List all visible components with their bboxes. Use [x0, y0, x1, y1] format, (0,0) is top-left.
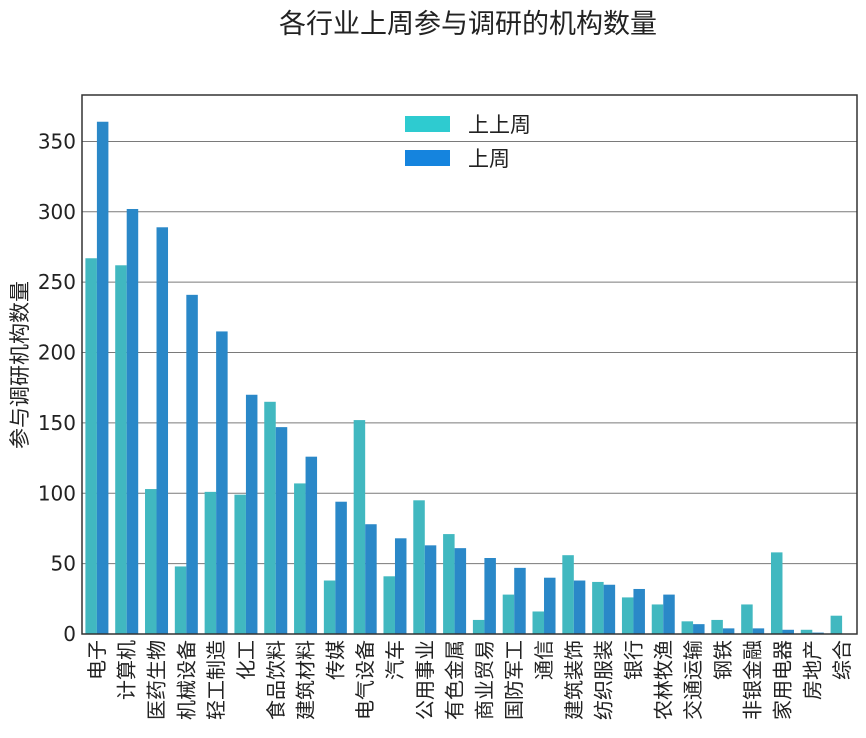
bar-prev-week: [592, 581, 604, 634]
bar-prev-week: [770, 552, 783, 634]
y-tick-label: 0: [63, 622, 76, 646]
y-tick-label: 50: [51, 552, 76, 576]
bar-prev-week: [651, 604, 664, 634]
x-tick-label: 食品饮料: [264, 640, 288, 720]
y-tick-label: 100: [38, 481, 76, 505]
bar-prev-week: [264, 401, 276, 634]
x-tick-label: 电子: [85, 640, 109, 680]
bar-last-week: [186, 294, 198, 634]
x-tick-label: 交通运输: [681, 640, 705, 720]
y-tick-label: 250: [38, 270, 76, 294]
bar-last-week: [216, 331, 228, 634]
x-tick-label: 综合: [830, 640, 854, 680]
x-tick-label: 建筑材料: [294, 640, 318, 720]
legend-label: 上周: [468, 147, 510, 171]
bar-last-week: [782, 629, 794, 634]
x-tick-label: 化工: [234, 640, 258, 680]
bar-last-week: [752, 628, 765, 634]
bar-prev-week: [830, 615, 843, 634]
x-tick-label: 机械设备: [174, 640, 198, 720]
bar-last-week: [245, 394, 258, 634]
bars: [85, 121, 843, 635]
bar-last-week: [394, 538, 407, 634]
bar-prev-week: [413, 500, 425, 634]
x-tick-label: 国防军工: [502, 640, 526, 720]
bar-prev-week: [562, 555, 574, 634]
bar-last-week: [424, 545, 437, 634]
bar-prev-week: [800, 629, 813, 634]
x-tick-label: 汽车: [383, 640, 407, 680]
y-tick-label: 350: [38, 129, 76, 153]
bar-last-week: [96, 121, 109, 635]
bar-prev-week: [234, 494, 246, 634]
bar-prev-week: [741, 604, 753, 634]
x-tick-label: 有色金属: [443, 640, 467, 720]
legend-swatch: [405, 150, 450, 166]
bar-prev-week: [532, 611, 545, 634]
bar-last-week: [305, 456, 318, 634]
plot-frame: [81, 94, 858, 635]
x-tick-label: 钢铁: [711, 640, 735, 680]
bar-prev-week: [711, 619, 723, 634]
bar-prev-week: [443, 534, 455, 634]
bar-prev-week: [383, 576, 395, 634]
bar-last-week: [693, 624, 705, 634]
x-tick-label: 房地产: [800, 640, 824, 700]
bar-prev-week: [294, 483, 306, 634]
x-tick-label: 银行: [621, 640, 645, 680]
chart-title: 各行业上周参与调研的机构数量: [279, 9, 657, 40]
y-axis: 0 50 100 150 200 250 300 350: [38, 129, 76, 646]
bar-last-week: [722, 628, 735, 634]
x-tick-label: 轻工制造: [204, 640, 228, 720]
bar-prev-week: [681, 621, 694, 634]
bar-prev-week: [115, 265, 127, 634]
x-tick-label: 非银金融: [741, 640, 765, 720]
x-tick-label: 纺织服装: [592, 640, 616, 720]
bar-prev-week: [353, 420, 366, 634]
bar-last-week: [663, 594, 675, 634]
bar-last-week: [365, 524, 377, 634]
legend-label: 上上周: [468, 113, 531, 137]
x-tick-label: 商业贸易: [472, 640, 496, 720]
bar-last-week: [573, 580, 586, 634]
bar-last-week: [484, 558, 496, 634]
bar-last-week: [156, 227, 169, 634]
bar-prev-week: [323, 580, 336, 634]
x-tick-label: 医药生物: [145, 640, 169, 720]
bar-last-week: [335, 501, 347, 634]
bar-last-week: [275, 427, 288, 634]
legend-swatch: [405, 116, 450, 132]
y-tick-label: 150: [38, 411, 76, 435]
bar-prev-week: [204, 491, 217, 634]
y-tick-label: 300: [38, 200, 76, 224]
bar-prev-week: [472, 619, 485, 634]
x-tick-label: 通信: [532, 640, 556, 680]
bar-last-week: [514, 567, 526, 634]
x-tick-label: 计算机: [115, 640, 139, 700]
x-tick-label: 公用事业: [413, 640, 437, 720]
x-tick-label: 建筑装饰: [562, 640, 586, 720]
y-axis-label: 参与调研机构数量: [8, 281, 32, 449]
bar-prev-week: [145, 489, 157, 634]
bar-prev-week: [621, 597, 634, 634]
x-tick-label: 传媒: [323, 640, 347, 680]
y-tick-label: 200: [38, 341, 76, 365]
gridlines: [82, 140, 857, 565]
bar-last-week: [126, 208, 139, 634]
bar-prev-week: [85, 258, 97, 634]
bar-last-week: [454, 548, 467, 634]
bar-prev-week: [502, 594, 515, 634]
bar-last-week: [633, 588, 645, 634]
bar-last-week: [544, 577, 556, 634]
x-tick-label: 家用电器: [770, 640, 794, 720]
x-axis: 电子 计算机 医药生物 机械设备 轻工制造 化工 食品饮料 建筑材料 传媒 电气设备 汽车 公用事业有…: [85, 640, 854, 720]
x-tick-label: 电气设备: [353, 640, 377, 720]
x-tick-label: 农林牧渔: [651, 640, 675, 720]
bar-prev-week: [174, 566, 187, 634]
bar-last-week: [603, 584, 616, 634]
